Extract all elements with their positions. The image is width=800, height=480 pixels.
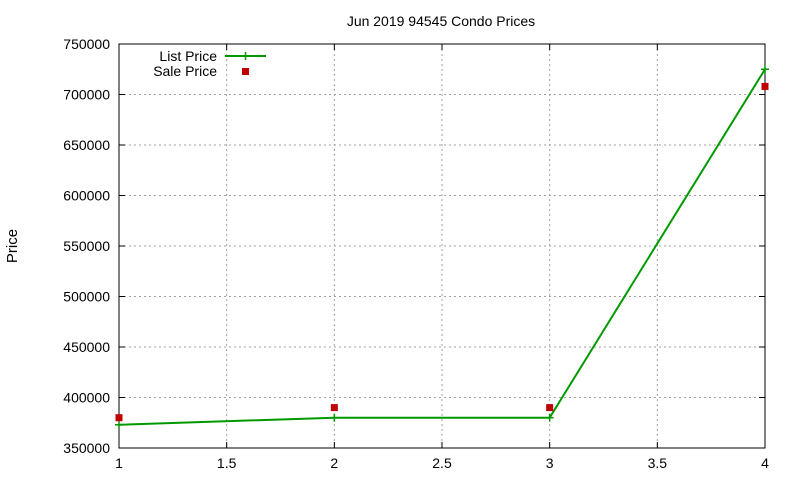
sale-price-point <box>330 404 338 412</box>
y-tick-label: 350000 <box>63 440 110 456</box>
list-price-point <box>545 413 554 422</box>
y-tick-label: 400000 <box>63 390 110 406</box>
list-price-point <box>115 420 123 429</box>
x-tick-label: 3 <box>546 455 554 471</box>
x-tick-label: 2 <box>330 455 338 471</box>
grid-layer <box>119 44 765 448</box>
list-price-point <box>761 65 769 74</box>
list-price-point <box>330 413 339 422</box>
x-tick-label: 3.5 <box>648 455 668 471</box>
sale-price-point <box>546 404 554 412</box>
x-tick-label: 1.5 <box>217 455 237 471</box>
legend-swatch-sale-price <box>242 68 249 75</box>
legend-swatches <box>225 52 266 75</box>
y-tick-label: 450000 <box>63 339 110 355</box>
list-price-line <box>118 68 766 426</box>
y-tick-label: 600000 <box>63 188 110 204</box>
y-tick-label: 750000 <box>63 36 110 52</box>
chart-title: Jun 2019 94545 Condo Prices <box>347 13 535 29</box>
legend-swatch-list-price-marker <box>241 52 250 60</box>
legend-label-list-price: List Price <box>159 48 217 64</box>
legend-label-sale-price: Sale Price <box>153 63 217 79</box>
sale-price-point <box>115 414 123 422</box>
y-tick-label: 650000 <box>63 137 110 153</box>
legend: List Price Sale Price <box>153 48 266 79</box>
sale-price-point <box>761 82 769 90</box>
x-tick-label: 1 <box>115 455 123 471</box>
y-tick-label: 500000 <box>63 289 110 305</box>
x-tick-label: 2.5 <box>432 455 452 471</box>
y-tick-label: 550000 <box>63 238 110 254</box>
y-tick-label: 700000 <box>63 87 110 103</box>
x-tick-label: 4 <box>761 455 769 471</box>
series-layer <box>115 65 769 429</box>
ticks-layer: 1 1.5 2 2.5 3 3.5 4 350000 400000 450000 500000 550… <box>63 36 769 471</box>
y-axis-label: Price <box>4 229 21 263</box>
